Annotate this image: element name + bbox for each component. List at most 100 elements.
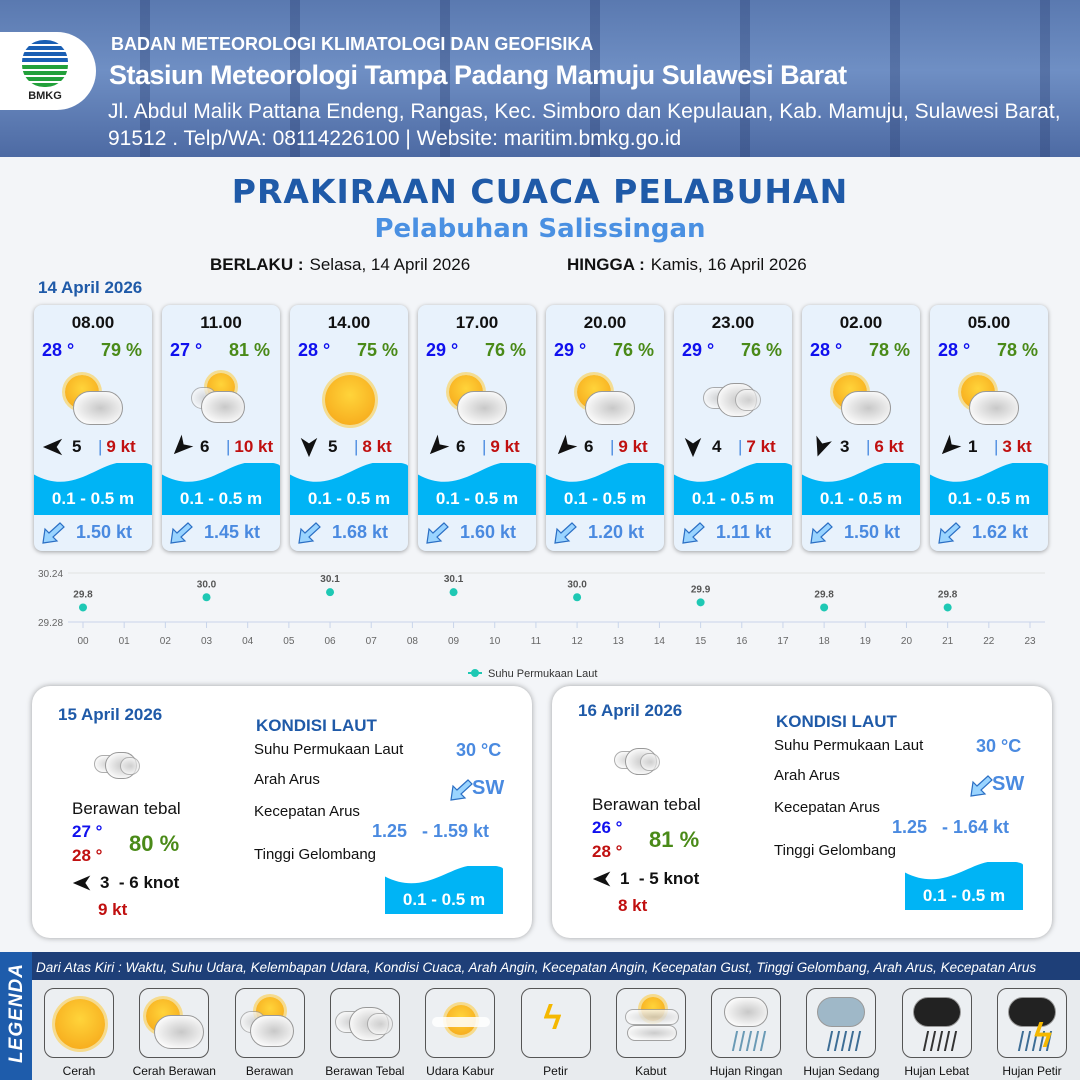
sea-condition-title: KONDISI LAUT bbox=[776, 712, 897, 731]
wave-height: 0.1 - 0.5 m bbox=[930, 463, 1048, 515]
humidity: 81 % bbox=[649, 827, 700, 852]
current-row: 1.62 kt bbox=[936, 519, 1046, 545]
weather-cerah-berawan-icon bbox=[959, 369, 1021, 431]
cloud-icon bbox=[626, 1025, 677, 1041]
station-name: Stasiun Meteorologi Tampa Padang Mamuju … bbox=[109, 60, 847, 90]
current-row: 1.50 kt bbox=[40, 519, 150, 545]
x-tick-label: 01 bbox=[119, 636, 131, 647]
wave-height: 0.1 - 0.5 m bbox=[385, 866, 503, 914]
forecast-card: 05.00 28 ° 78 % 1 3 kt 0.1 - 0.5 m 1.62 … bbox=[930, 305, 1048, 551]
x-tick-label: 09 bbox=[448, 636, 460, 647]
wind-row: 5 8 kt bbox=[296, 435, 406, 459]
current-speed-max: - 1.59 kt bbox=[422, 821, 490, 841]
legend-label: Kabut bbox=[635, 1064, 667, 1078]
forecast-time: 20.00 bbox=[583, 313, 627, 332]
current-direction-arrow-icon bbox=[424, 521, 450, 545]
current-speed: 1.20 kt bbox=[588, 522, 645, 542]
x-tick-label: 00 bbox=[77, 636, 89, 647]
daily-forecast-panel: 16 April 2026 Berawan tebal 26 ° 28 ° 81… bbox=[552, 686, 1052, 938]
gust-speed: 10 kt bbox=[226, 437, 273, 457]
cloud-icon bbox=[154, 1015, 205, 1049]
hujan-petir-icon: ϟ bbox=[997, 988, 1067, 1058]
agency-name: BADAN METEOROLOGI KLIMATOLOGI DAN GEOFIS… bbox=[111, 34, 594, 54]
wind-direction-arrow-icon bbox=[682, 436, 704, 458]
rain-icon bbox=[950, 1031, 957, 1051]
humidity: 79 % bbox=[100, 340, 142, 360]
current-speed-min: 1.25 bbox=[372, 821, 408, 841]
lightning-icon: ϟ bbox=[543, 999, 562, 1037]
legend-label: Hujan Sedang bbox=[803, 1064, 880, 1078]
current-direction-label: Arah Arus bbox=[774, 767, 840, 784]
port-name: Pelabuhan Salissingan bbox=[374, 214, 706, 244]
gust-speed: 8 kt bbox=[354, 437, 391, 457]
legend-label: Berawan bbox=[245, 1064, 294, 1078]
rain-icon bbox=[841, 1031, 848, 1051]
current-speed: 1.45 kt bbox=[204, 522, 261, 542]
cloud-icon bbox=[119, 757, 141, 775]
min-temperature: 26 ° bbox=[592, 818, 623, 837]
sun-icon bbox=[325, 375, 375, 425]
current-speed-max: - 1.64 kt bbox=[942, 817, 1010, 837]
cerah-berawan-icon bbox=[139, 988, 210, 1058]
max-temperature: 28 ° bbox=[72, 846, 103, 865]
x-tick-label: 17 bbox=[777, 636, 789, 647]
current-speed: 1.50 kt bbox=[844, 522, 901, 542]
legend-item: Berawan Tebal bbox=[325, 988, 404, 1078]
banner-background bbox=[0, 0, 1080, 157]
x-tick-label: 11 bbox=[531, 636, 542, 647]
current-speed: 1.50 kt bbox=[76, 522, 133, 542]
wind-speed: 1 bbox=[968, 437, 978, 456]
data-point bbox=[943, 603, 952, 612]
wind-direction-arrow-icon bbox=[170, 434, 194, 458]
humidity: 76 % bbox=[612, 340, 654, 360]
weather-berawan-icon bbox=[191, 369, 253, 431]
data-label: 30.0 bbox=[567, 579, 587, 590]
weather-cerah-berawan-icon bbox=[575, 369, 637, 431]
x-tick-label: 10 bbox=[489, 636, 501, 647]
cloud-icon bbox=[585, 391, 635, 425]
rain-icon bbox=[752, 1031, 760, 1051]
wind-row: 3 6 kt bbox=[808, 435, 918, 459]
wind-direction-arrow-icon bbox=[810, 435, 832, 458]
wind-speed: 6 bbox=[584, 437, 594, 456]
cloud-icon bbox=[969, 391, 1019, 425]
cloud-icon bbox=[457, 391, 507, 425]
gust-speed: 9 kt bbox=[98, 437, 135, 457]
current-speed-min: 1.25 bbox=[892, 817, 928, 837]
cloud-icon bbox=[366, 1013, 393, 1035]
legend-label: Berawan Tebal bbox=[325, 1064, 405, 1078]
wind-speed: 6 bbox=[200, 437, 210, 456]
header-banner: BMKG BADAN METEOROLOGI KLIMATOLOGI DAN G… bbox=[0, 0, 1080, 157]
legend-item: Kabut bbox=[615, 988, 686, 1078]
x-tick-label: 21 bbox=[942, 636, 954, 647]
air-temperature: 28 ° bbox=[42, 340, 75, 360]
data-point bbox=[820, 603, 829, 612]
current-direction-value: SW bbox=[472, 777, 505, 799]
weather-berawan-tebal-icon bbox=[94, 741, 154, 786]
forecast-time: 17.00 bbox=[455, 313, 499, 332]
legend-marker bbox=[471, 669, 479, 677]
current-row: 1.60 kt bbox=[424, 519, 534, 545]
data-label: 30.0 bbox=[197, 579, 217, 590]
current-direction-arrow-icon bbox=[808, 521, 834, 545]
forecast-card: 23.00 29 ° 76 % 4 7 kt 0.1 - 0.5 m 1.11 … bbox=[674, 305, 792, 551]
wave-height: 0.1 - 0.5 m bbox=[802, 463, 920, 515]
legend-label: Cerah bbox=[62, 1064, 96, 1078]
x-tick-label: 12 bbox=[572, 636, 584, 647]
current-direction-arrow-icon bbox=[40, 521, 66, 545]
bmkg-logo: BMKG bbox=[0, 32, 96, 110]
udara-kabur-icon bbox=[425, 988, 496, 1058]
air-temperature: 27 ° bbox=[170, 340, 203, 360]
wave-height-label: Tinggi Gelombang bbox=[774, 842, 897, 859]
current-row: 1.45 kt bbox=[168, 519, 278, 545]
current-direction-arrow-icon bbox=[680, 521, 706, 545]
cloud-icon bbox=[841, 391, 891, 425]
air-temperature: 29 ° bbox=[426, 340, 459, 360]
forecast-time: 08.00 bbox=[71, 313, 115, 332]
rain-icon bbox=[943, 1031, 950, 1051]
current-speed-label: Kecepatan Arus bbox=[774, 799, 880, 816]
rain-icon bbox=[834, 1031, 841, 1051]
max-temperature: 28 ° bbox=[592, 842, 623, 861]
wind-row: 6 10 kt bbox=[168, 434, 278, 459]
wave-height: 0.1 - 0.5 m bbox=[162, 463, 280, 515]
